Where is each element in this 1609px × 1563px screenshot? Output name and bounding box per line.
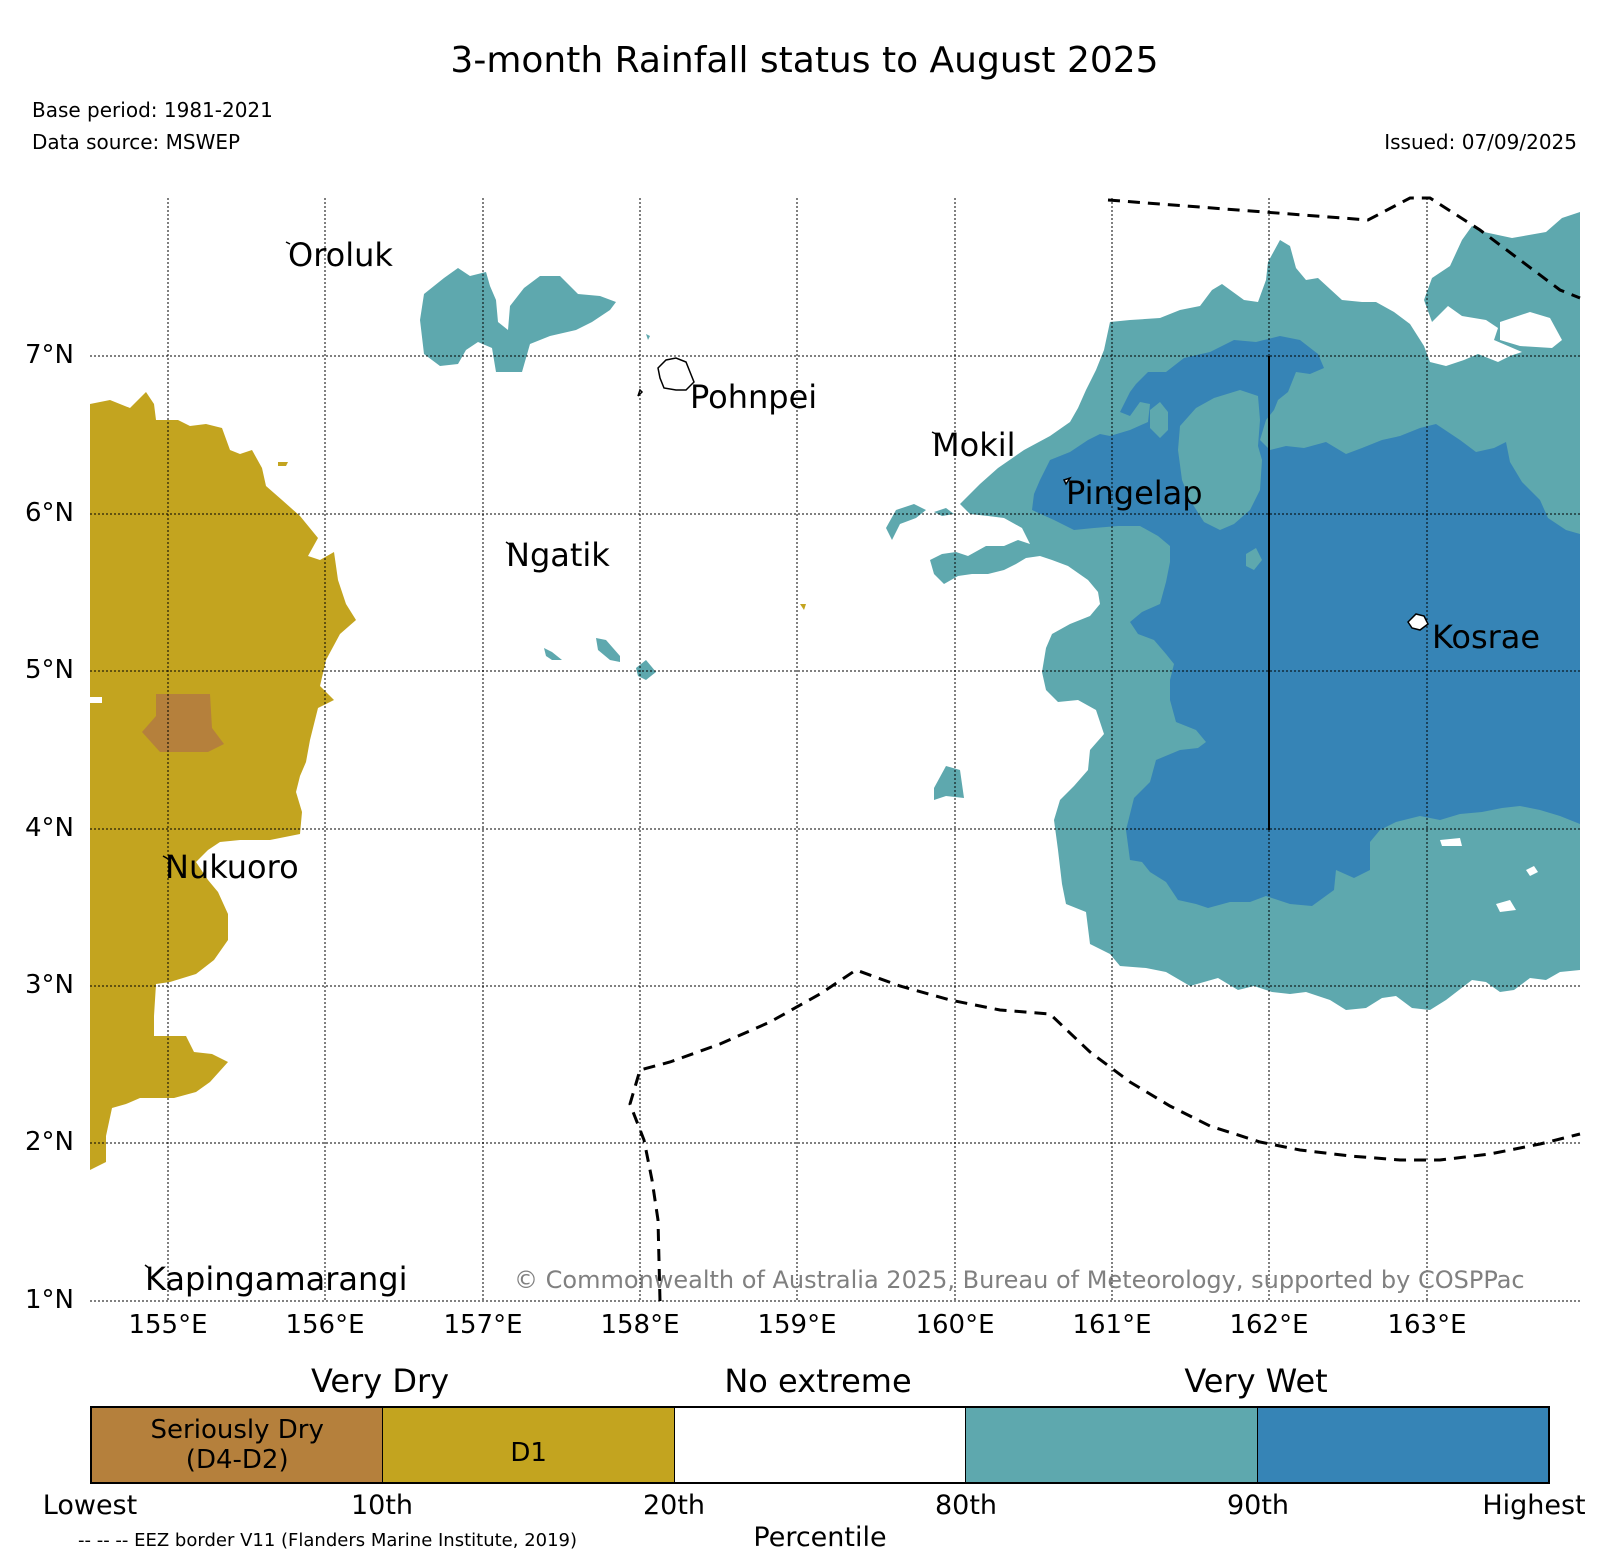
lon-tick-159e: 159°E [757, 1310, 837, 1340]
lat-tick-4n: 4°N [25, 813, 74, 843]
legend-tick-10th: 10th [350, 1490, 414, 1521]
rainfall-layer [90, 212, 1580, 1170]
legend-swatch-d1: D1 [383, 1408, 675, 1482]
legend-label-d1: D1 [510, 1438, 547, 1468]
d1-region [90, 392, 356, 1170]
wet-80-90-region [420, 268, 616, 372]
legend-category-very-dry: Very Dry [310, 1362, 450, 1400]
data-source-label: Data source: MSWEP [32, 130, 241, 154]
lon-tick-158e: 158°E [600, 1310, 680, 1340]
place-label-pohnpei: Pohnpei [690, 378, 818, 416]
lat-tick-7n: 7°N [25, 340, 74, 370]
place-label-kapingamarangi: Kapingamarangi [145, 1260, 408, 1298]
eez-border-note: -- -- -- EEZ border V11 (Flanders Marine… [78, 1530, 578, 1551]
place-label-nukuoro: Nukuoro [165, 848, 299, 886]
eez-border [628, 196, 1581, 1302]
place-label-oroluk: Oroluk [288, 236, 393, 274]
legend-tick-lowest: Lowest [42, 1490, 138, 1521]
lat-tick-6n: 6°N [25, 498, 74, 528]
legend-category-very-wet: Very Wet [1184, 1362, 1328, 1400]
issued-date-label: Issued: 07/09/2025 [1384, 130, 1577, 154]
lon-tick-156e: 156°E [285, 1310, 365, 1340]
lon-tick-155e: 155°E [128, 1310, 208, 1340]
legend-colorbar: Seriously Dry (D4-D2) D1 [90, 1406, 1550, 1484]
kosrae-outline [1407, 613, 1429, 631]
place-label-mokil: Mokil [932, 426, 1016, 464]
place-label-pingelap: Pingelap [1066, 474, 1203, 512]
map-title: 3-month Rainfall status to August 2025 [450, 40, 1159, 81]
lat-tick-1n: 1°N [25, 1285, 74, 1315]
legend-swatch-wet-90-plus [1257, 1408, 1549, 1482]
lon-tick-160e: 160°E [915, 1310, 995, 1340]
legend-axis-label: Percentile [753, 1522, 887, 1553]
base-period-label: Base period: 1981-2021 [32, 98, 273, 122]
legend-swatch-wet-80-90 [966, 1408, 1258, 1482]
copyright-notice: © Commonwealth of Australia 2025, Bureau… [514, 1266, 1525, 1294]
legend-label-seriously-dry-code: (D4-D2) [185, 1445, 289, 1475]
place-label-ngatik: Ngatik [506, 536, 610, 574]
pohnpei-outline [657, 357, 695, 391]
legend-tick-highest: Highest [1482, 1490, 1586, 1521]
legend-swatch-no-extreme [674, 1408, 967, 1482]
legend-category-no-extreme: No extreme [724, 1362, 912, 1400]
lat-tick-3n: 3°N [25, 970, 74, 1000]
island-outlines [637, 357, 1429, 631]
legend-label-seriously-dry: Seriously Dry [150, 1415, 324, 1445]
legend-swatch-seriously-dry: Seriously Dry (D4-D2) [92, 1408, 384, 1482]
atoll-markers [144, 241, 937, 1269]
legend-tick-20th: 20th [642, 1490, 706, 1521]
lon-tick-163e: 163°E [1387, 1310, 1467, 1340]
wet-90-plus-region [1032, 336, 1580, 908]
lon-tick-162e: 162°E [1229, 1310, 1309, 1340]
legend-tick-80th: 80th [934, 1490, 998, 1521]
place-label-kosrae: Kosrae [1432, 618, 1541, 656]
lat-tick-5n: 5°N [25, 655, 74, 685]
lon-tick-161e: 161°E [1072, 1310, 1152, 1340]
graticule [90, 198, 1580, 1302]
seriously-dry-region [142, 694, 224, 752]
lat-tick-2n: 2°N [25, 1127, 74, 1157]
lon-tick-157e: 157°E [443, 1310, 523, 1340]
legend-tick-90th: 90th [1226, 1490, 1290, 1521]
